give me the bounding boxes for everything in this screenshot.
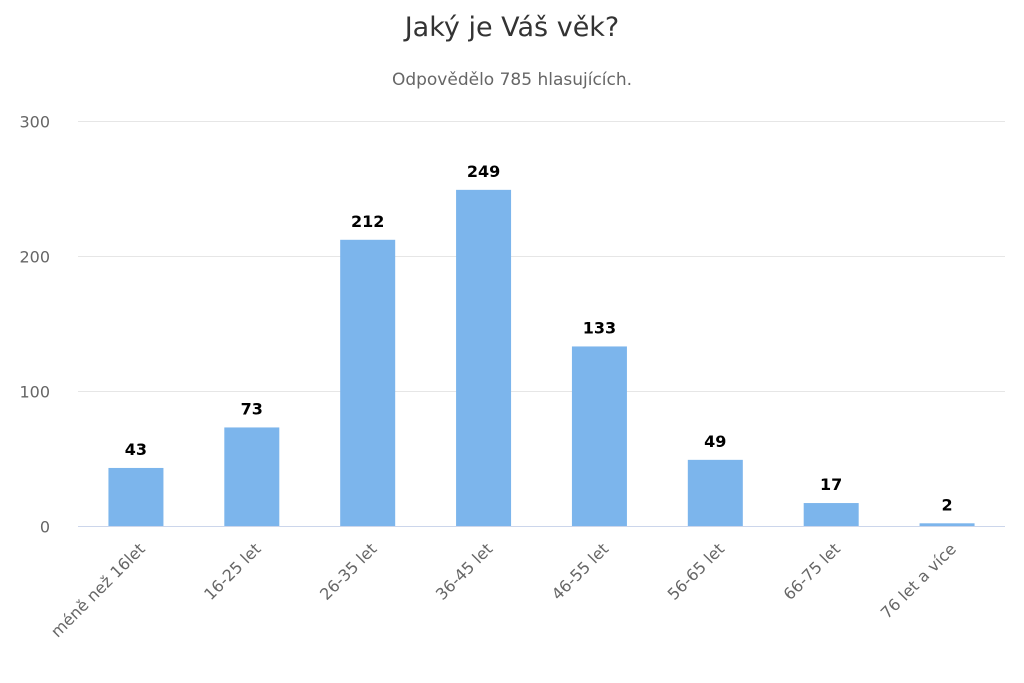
data-label: 17 [820,475,842,494]
data-label: 249 [467,162,500,181]
data-label: 73 [241,399,263,418]
bar[interactable] [340,239,396,527]
x-tick-label: méně než 16let [47,539,149,641]
data-label: 49 [704,432,726,451]
y-tick-label: 100 [19,383,50,402]
y-tick-label: 200 [19,248,50,267]
bar[interactable] [803,503,859,526]
chart-title: Jaký je Váš věk? [404,12,620,43]
y-tick-label: 0 [40,518,50,537]
x-tick-label: 16-25 let [200,539,264,603]
bar[interactable] [456,189,512,526]
x-tick-label: 36-45 let [432,539,496,603]
x-tick-label: 26-35 let [316,539,380,603]
x-tick-label: 76 let a více [877,539,960,622]
bar[interactable] [224,427,280,526]
bar[interactable] [687,459,743,526]
bars [108,189,975,527]
chart-subtitle: Odpovědělo 785 hlasujících. [391,70,633,90]
data-label: 2 [941,495,952,514]
data-label: 212 [351,212,384,231]
bar[interactable] [571,346,627,526]
x-tick-label: 66-75 let [780,539,844,603]
data-labels: 43 73 212 249 133 49 17 2 [125,162,953,514]
x-tick-label: 56-65 let [664,539,728,603]
bar[interactable] [919,523,975,526]
data-label: 133 [583,318,616,337]
bar[interactable] [108,467,164,526]
x-tick-label: 46-55 let [548,539,612,603]
y-tick-label: 300 [19,113,50,132]
x-axis-ticks: méně než 16let 16-25 let 26-35 let 36-45 le… [47,539,960,641]
y-axis-ticks: 0 100 200 300 [19,113,50,537]
data-label: 43 [125,440,147,459]
grid-lines [78,121,1005,392]
